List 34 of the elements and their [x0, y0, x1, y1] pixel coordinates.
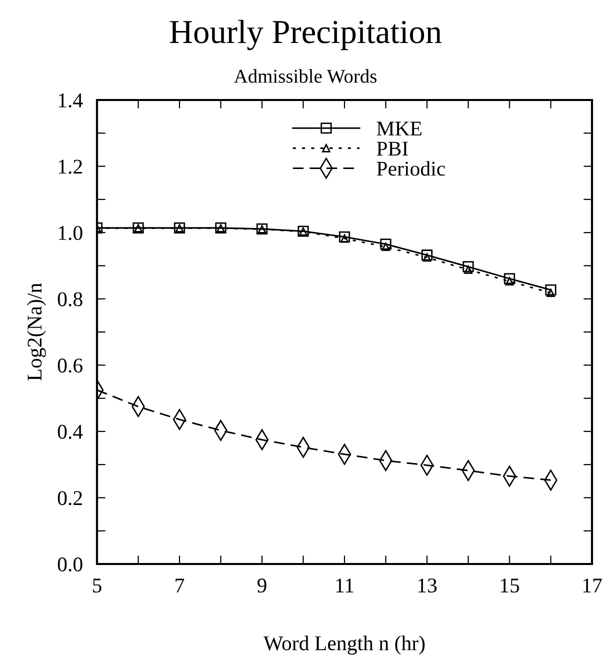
point — [545, 284, 556, 296]
y-tick-label: 0.2 — [58, 491, 82, 506]
y-axis-title: Log2(Na)/n — [27, 283, 46, 381]
point — [422, 253, 432, 262]
chart-subtitle: Admissible Words — [234, 69, 376, 83]
y-tick-label: 1.2 — [58, 160, 82, 174]
point — [340, 234, 349, 243]
point — [382, 242, 390, 251]
point — [338, 231, 350, 242]
point — [380, 238, 392, 250]
x-tick-label: 9 — [257, 578, 266, 593]
x-tick-label: 13 — [418, 578, 437, 593]
y-tick-label: 0.6 — [58, 358, 82, 373]
x-tick-label: 11 — [336, 578, 354, 592]
x-tick-label: 7 — [176, 578, 184, 592]
point — [546, 288, 555, 298]
legend-label: PBI — [376, 142, 408, 156]
point — [505, 277, 514, 286]
point — [504, 273, 516, 284]
point — [462, 261, 474, 272]
x-axis-title: Word Length n (hr) — [263, 636, 425, 655]
point — [464, 266, 472, 274]
legend-label: Periodic — [376, 161, 445, 176]
y-tick-label: 1.4 — [58, 93, 83, 108]
y-tick-label: 0.4 — [58, 424, 83, 439]
x-tick-label: 15 — [500, 578, 520, 593]
chart-title: Hourly Precipitation — [170, 20, 442, 50]
x-tick-label: 17 — [583, 578, 602, 592]
legend-label: MKE — [376, 122, 422, 136]
x-tick-label: 5 — [93, 578, 102, 593]
y-tick-label: 0.8 — [58, 292, 82, 306]
point — [421, 250, 433, 261]
y-tick-label: 0.0 — [58, 557, 82, 572]
y-tick-label: 1.0 — [58, 226, 82, 240]
